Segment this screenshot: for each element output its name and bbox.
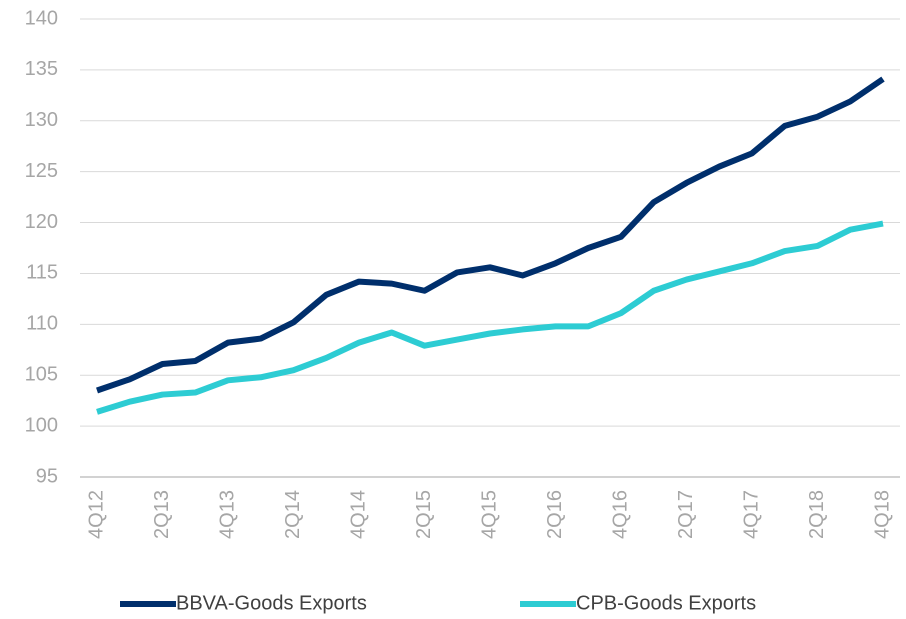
y-tick-label: 95 [36, 465, 58, 487]
legend: BBVA-Goods Exports [176, 592, 367, 614]
y-tick-label: 135 [25, 58, 58, 80]
x-tick-label: 4Q12 [85, 490, 107, 539]
x-tick-label: 4Q15 [478, 490, 500, 539]
y-tick-label: 105 [25, 364, 58, 386]
x-tick-label: 2Q14 [282, 490, 304, 539]
line [96, 76, 885, 394]
x-tick-label: 4Q14 [347, 490, 369, 539]
y-tick-label: 110 [26, 313, 58, 335]
y-tick-label: 120 [25, 211, 58, 233]
x-tick-label: 2Q17 [675, 490, 697, 539]
y-tick-label: 130 [25, 109, 58, 131]
y-tick-label: 125 [25, 160, 58, 182]
x-tick-label: 4Q17 [740, 490, 762, 539]
line [96, 220, 884, 415]
x-tick-label: 4Q16 [609, 490, 631, 539]
legend: CPB-Goods Exports [576, 592, 756, 614]
x-tick-label: 4Q13 [216, 490, 238, 539]
y-tick-label: 100 [25, 414, 58, 436]
y-tick-label: 115 [26, 262, 58, 284]
x-tick-label: 2Q16 [544, 490, 566, 539]
x-tick-label: 2Q13 [151, 490, 173, 539]
y-tick-label: 140 [25, 7, 58, 29]
x-tick-label: 2Q18 [806, 490, 828, 539]
x-tick-label: 2Q15 [413, 490, 435, 539]
x-tick-label: 4Q18 [871, 490, 893, 539]
